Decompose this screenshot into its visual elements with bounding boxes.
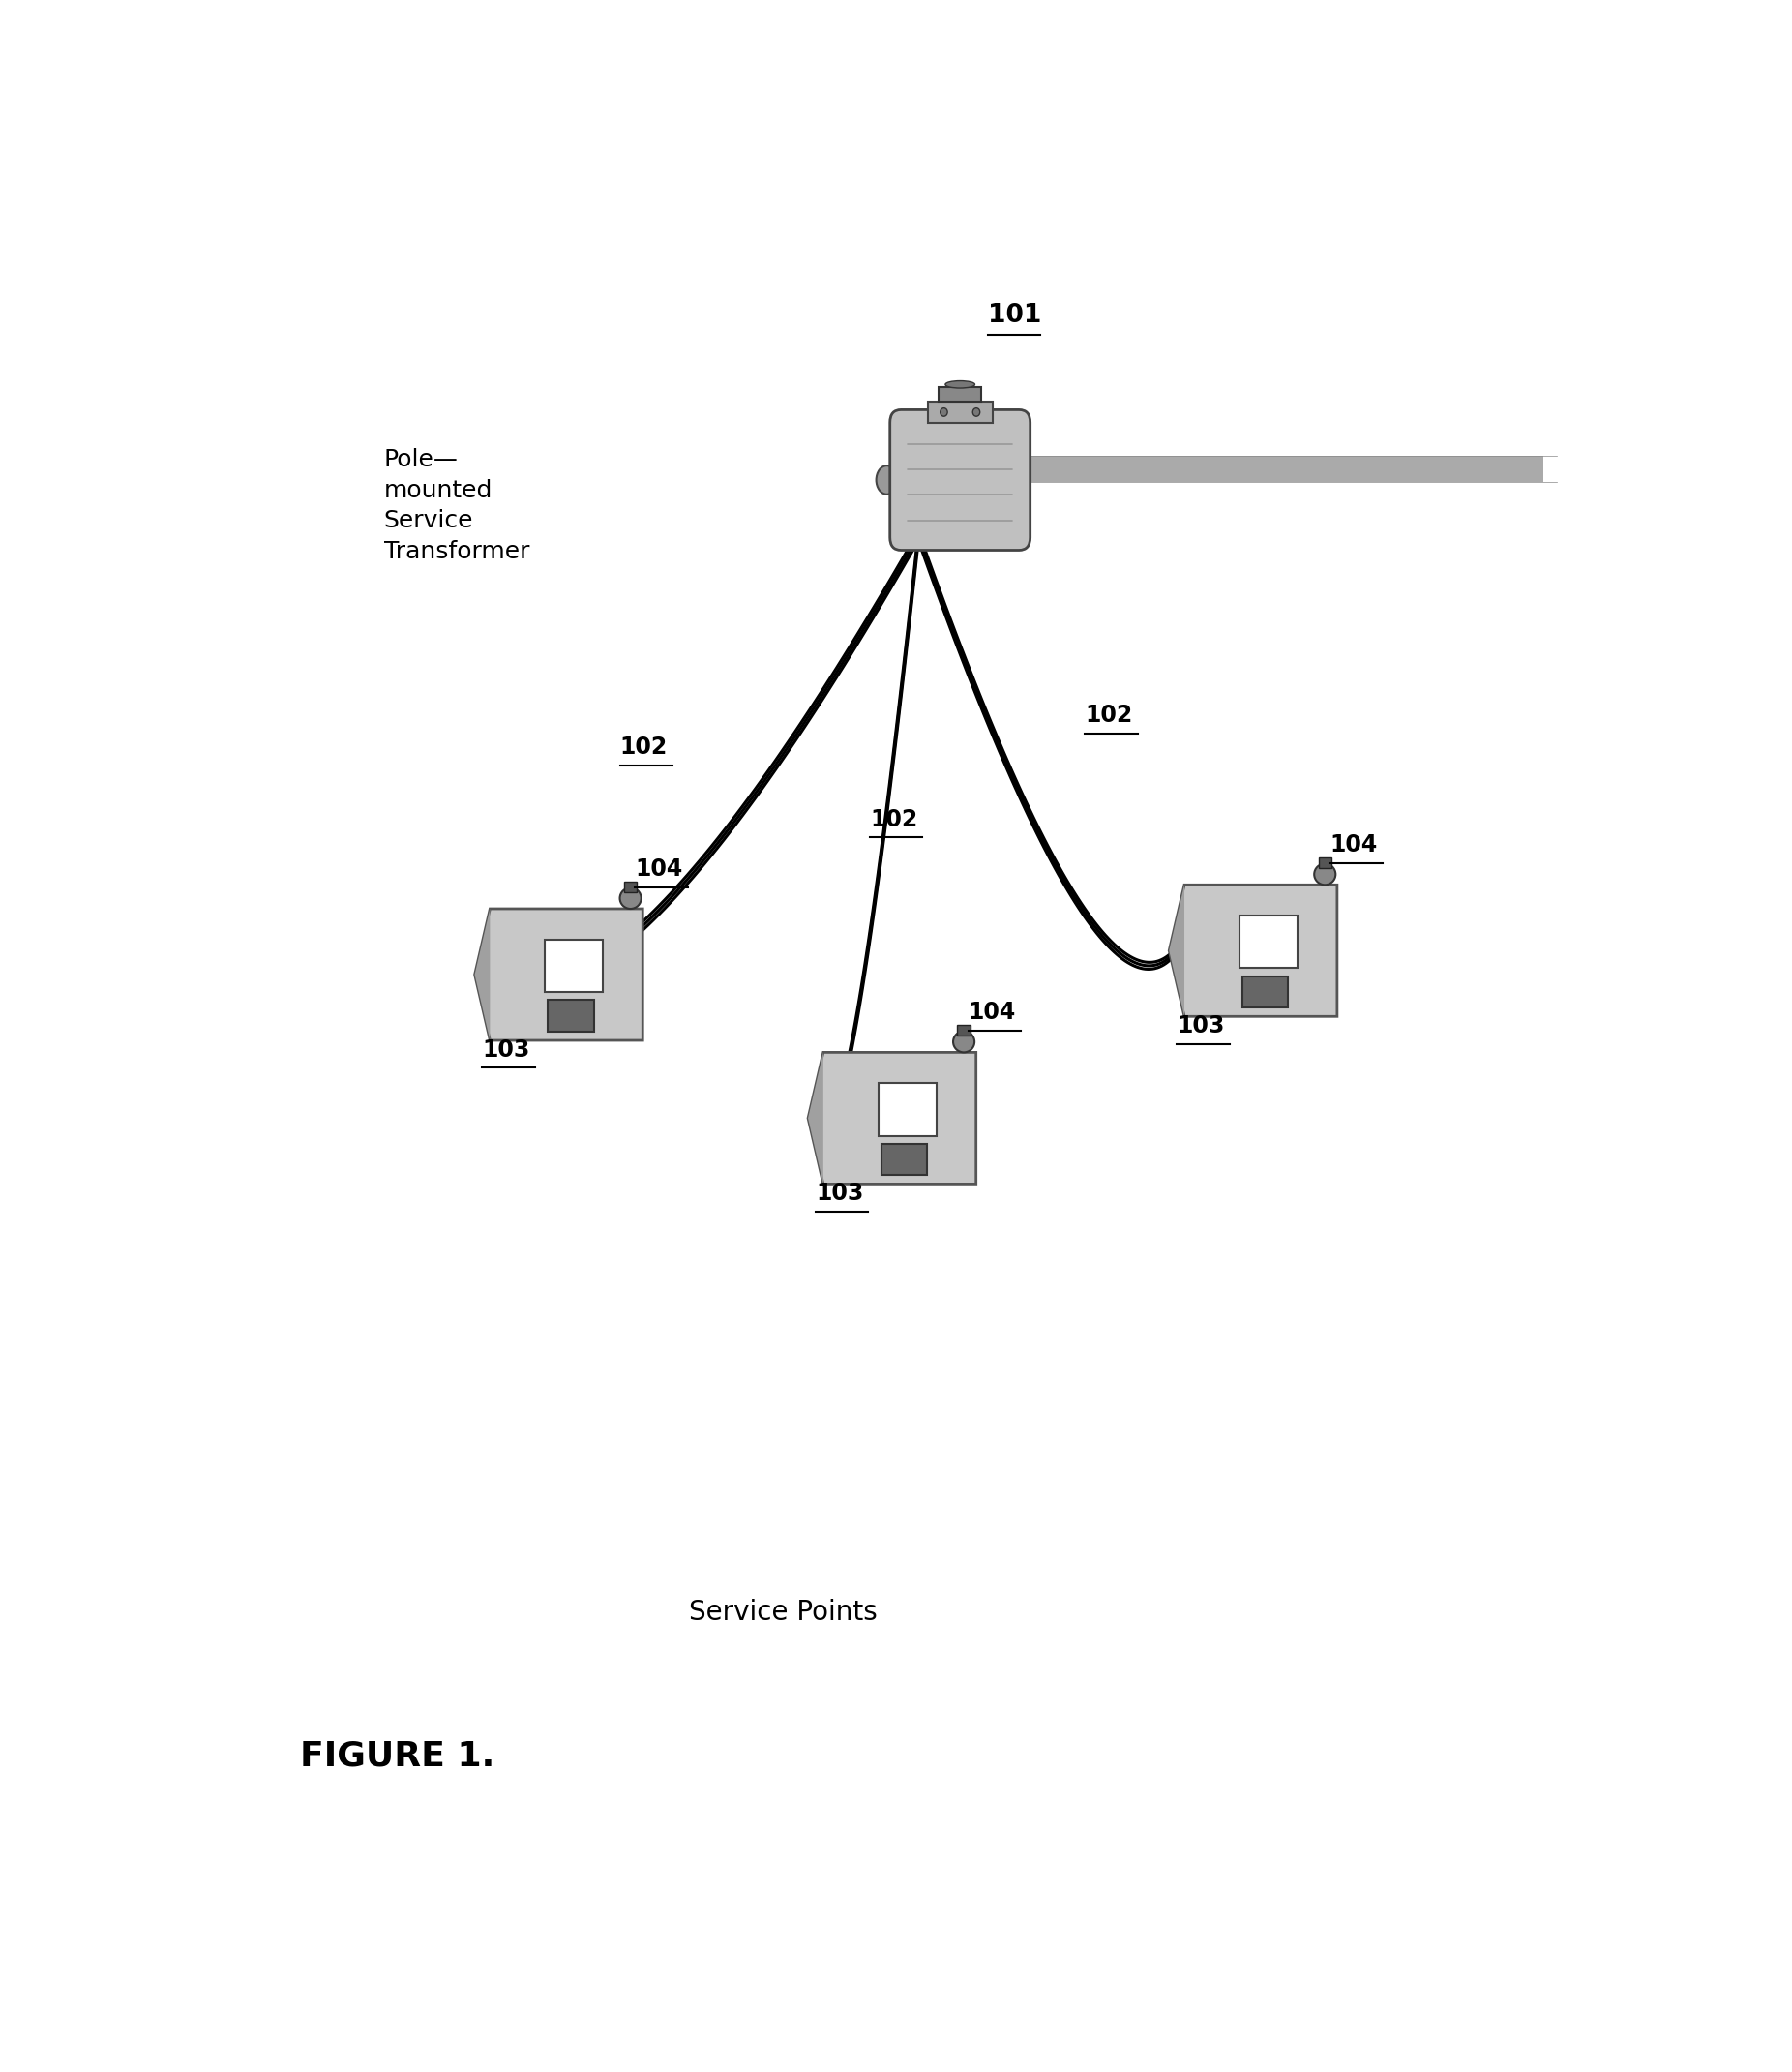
Polygon shape <box>475 910 489 1040</box>
Bar <box>1240 916 1297 968</box>
Polygon shape <box>1168 885 1337 1017</box>
Text: Pole—
mounted
Service
Transformer: Pole— mounted Service Transformer <box>383 448 529 564</box>
Ellipse shape <box>620 887 642 910</box>
FancyBboxPatch shape <box>891 410 1030 551</box>
Ellipse shape <box>946 381 975 387</box>
Text: 101: 101 <box>987 303 1041 329</box>
Bar <box>548 1001 593 1032</box>
Circle shape <box>941 408 948 416</box>
Bar <box>878 1084 935 1135</box>
Text: 102: 102 <box>620 736 667 758</box>
Bar <box>882 1144 926 1175</box>
Ellipse shape <box>1314 864 1335 885</box>
Bar <box>928 402 993 423</box>
Polygon shape <box>808 1053 977 1183</box>
Ellipse shape <box>876 466 898 495</box>
Polygon shape <box>1168 885 1185 1017</box>
Bar <box>957 1026 969 1036</box>
Bar <box>545 939 602 992</box>
Bar <box>946 456 1543 481</box>
Bar <box>1319 858 1331 868</box>
Text: 103: 103 <box>815 1181 864 1206</box>
Bar <box>939 387 982 402</box>
Text: Service Points: Service Points <box>690 1600 878 1627</box>
Circle shape <box>973 408 980 416</box>
Text: 104: 104 <box>968 1001 1016 1024</box>
Text: 103: 103 <box>482 1038 530 1061</box>
Bar <box>624 881 636 891</box>
Text: 104: 104 <box>634 858 683 881</box>
Ellipse shape <box>953 1032 975 1053</box>
Text: 102: 102 <box>869 808 918 831</box>
Text: 102: 102 <box>1086 704 1133 727</box>
Text: FIGURE 1.: FIGURE 1. <box>301 1740 495 1774</box>
Bar <box>1242 976 1288 1007</box>
Polygon shape <box>475 910 643 1040</box>
Text: 103: 103 <box>1177 1015 1224 1038</box>
Text: 104: 104 <box>1330 833 1376 856</box>
Polygon shape <box>808 1053 823 1183</box>
